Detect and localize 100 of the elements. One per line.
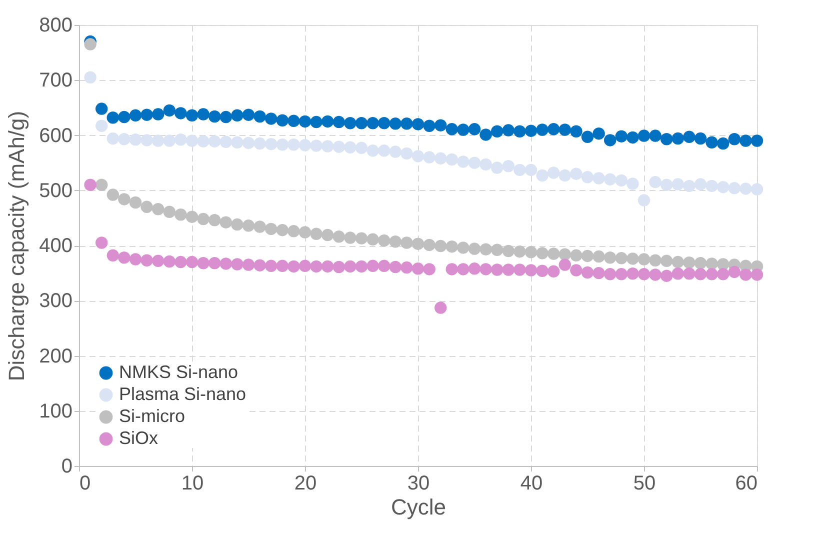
- point: [163, 255, 176, 268]
- point: [298, 226, 312, 238]
- point: [140, 254, 153, 266]
- point: [672, 178, 684, 190]
- point: [524, 264, 538, 276]
- point: [694, 178, 707, 190]
- point: [740, 182, 752, 195]
- point: [728, 132, 741, 146]
- point: [547, 123, 560, 136]
- point: [242, 220, 255, 232]
- point: [638, 194, 650, 206]
- point: [683, 268, 696, 280]
- point: [84, 71, 96, 84]
- point: [254, 110, 266, 123]
- point: [660, 132, 673, 146]
- point: [716, 180, 730, 194]
- point: [649, 254, 662, 266]
- point: [118, 193, 130, 206]
- y-tick-label: 400: [39, 235, 72, 257]
- legend-label: NMKS Si-nano: [119, 362, 238, 382]
- point: [750, 134, 764, 147]
- point: [332, 260, 346, 274]
- point: [514, 264, 526, 276]
- point: [163, 206, 176, 218]
- point: [592, 172, 605, 184]
- point: [344, 260, 356, 273]
- point: [186, 134, 198, 147]
- point: [298, 260, 312, 272]
- point: [276, 260, 289, 272]
- point: [400, 261, 413, 274]
- point: [106, 188, 120, 201]
- point: [615, 252, 628, 264]
- point: [480, 243, 492, 256]
- point: [480, 158, 492, 171]
- point: [514, 125, 526, 138]
- point: [468, 242, 481, 255]
- point: [264, 222, 278, 236]
- point: [412, 118, 424, 130]
- point: [558, 124, 572, 136]
- point: [220, 216, 232, 228]
- point: [502, 160, 515, 172]
- x-tick-label: 40: [520, 472, 543, 494]
- point: [276, 138, 289, 151]
- point: [344, 232, 356, 244]
- point: [740, 134, 752, 147]
- point: [186, 256, 198, 268]
- point: [366, 260, 379, 272]
- point: [95, 178, 108, 191]
- point: [434, 152, 447, 165]
- point: [547, 166, 560, 179]
- y-tick-label: 500: [39, 180, 72, 202]
- point: [412, 238, 424, 250]
- point: [446, 263, 458, 276]
- point: [716, 137, 730, 150]
- point: [95, 120, 108, 132]
- point: [400, 236, 413, 249]
- point: [536, 247, 548, 260]
- point: [615, 174, 628, 187]
- point: [706, 136, 718, 149]
- point: [208, 257, 221, 270]
- point: [536, 169, 548, 182]
- point: [140, 200, 153, 214]
- point: [423, 151, 436, 164]
- point: [638, 268, 650, 280]
- x-axis-title: Cycle: [390, 494, 446, 520]
- point: [378, 260, 390, 272]
- point: [118, 252, 130, 264]
- point: [638, 130, 650, 142]
- point: [716, 268, 730, 280]
- point: [446, 240, 458, 253]
- point: [186, 210, 198, 223]
- point: [276, 114, 289, 126]
- point: [140, 108, 153, 121]
- point: [457, 156, 470, 168]
- point: [84, 38, 96, 50]
- point: [276, 224, 289, 236]
- point: [604, 173, 616, 186]
- point: [321, 228, 334, 242]
- point: [95, 102, 108, 115]
- point: [434, 302, 447, 314]
- legend-label: SiOx: [119, 428, 158, 448]
- point: [412, 262, 424, 275]
- point: [728, 266, 741, 278]
- point: [220, 258, 232, 270]
- y-axis-title: Discharge capacity (mAh/g): [4, 110, 30, 382]
- point: [626, 131, 639, 144]
- point: [197, 108, 210, 120]
- point: [706, 268, 718, 280]
- point: [208, 110, 221, 123]
- point: [254, 220, 266, 233]
- y-tick-label: 0: [61, 456, 72, 478]
- point: [288, 138, 300, 151]
- point: [152, 134, 164, 147]
- point: [366, 233, 379, 246]
- point: [378, 117, 390, 130]
- point: [570, 264, 582, 276]
- point: [434, 240, 447, 252]
- point: [604, 252, 616, 264]
- point: [106, 112, 120, 124]
- point: [254, 137, 266, 150]
